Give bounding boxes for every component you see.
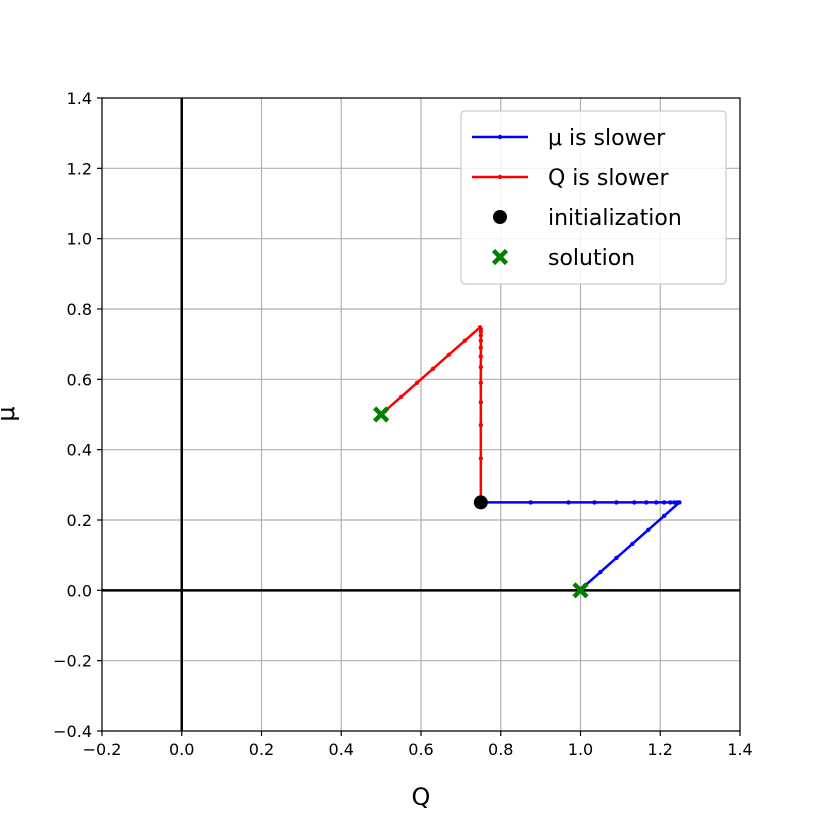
series-is-slower <box>478 500 682 593</box>
series-point <box>566 500 571 505</box>
series-point <box>662 513 667 518</box>
y-tick-label: 0.4 <box>67 441 92 460</box>
series-point <box>592 500 597 505</box>
series-point <box>528 500 533 505</box>
series-point <box>478 456 484 461</box>
series-point <box>414 380 420 386</box>
series-point <box>462 338 468 343</box>
x-tick-label: 1.0 <box>568 740 593 759</box>
marker-layer <box>373 406 589 599</box>
series-point <box>478 354 484 359</box>
legend-point-handle <box>497 174 503 180</box>
y-tick-label: 1.2 <box>67 159 92 178</box>
series-point <box>478 422 484 428</box>
x-tick-label: 1.2 <box>648 740 673 759</box>
y-tick-label: 0.8 <box>67 300 92 319</box>
x-tick-label: −0.2 <box>83 740 122 759</box>
series-point <box>614 500 619 505</box>
x-tick-label: 1.4 <box>727 740 752 759</box>
x-tick-label: 0.4 <box>329 740 354 759</box>
axis-ticks: −0.2 0.0 0.2 0.4 0.6 0.8 1.0 1.2 1.4−0.4−0.20.00… <box>53 89 753 759</box>
x-tick-label: 0.0 <box>169 740 194 759</box>
series-point <box>478 399 484 405</box>
series-point <box>478 345 484 350</box>
series-point <box>430 366 436 371</box>
legend-circle-handle <box>493 210 507 224</box>
series-point <box>644 500 649 505</box>
series-point <box>614 555 619 561</box>
series-point <box>632 500 637 505</box>
legend-label: Q is slower <box>548 166 669 191</box>
series-point <box>446 352 452 357</box>
x-tick-label: 0.6 <box>408 740 433 759</box>
series-point <box>478 333 484 338</box>
y-tick-label: 1.4 <box>67 89 92 108</box>
y-tick-label: −0.4 <box>53 722 92 741</box>
legend-label: solution <box>548 246 635 271</box>
series-point <box>478 364 484 370</box>
x-tick-label: 0.2 <box>249 740 274 759</box>
y-tick-label: 0.6 <box>67 370 92 389</box>
x-stroke <box>373 406 390 423</box>
solution-marker <box>572 582 589 599</box>
legend-point-handle <box>497 134 503 140</box>
legend-box <box>460 110 727 285</box>
series-point <box>478 380 484 386</box>
series-point <box>668 500 673 505</box>
series-point <box>630 541 635 547</box>
x-axis-title: Q <box>412 783 431 811</box>
zero-lines <box>102 98 740 731</box>
x-stroke <box>572 582 589 599</box>
series-point <box>672 500 677 505</box>
legend-label: μ is slower <box>548 126 666 151</box>
y-tick-label: 1.0 <box>67 230 92 249</box>
series-point <box>477 325 483 330</box>
initialization-marker <box>473 495 488 510</box>
x-tick-label: 0.8 <box>488 740 513 759</box>
x-stroke <box>491 248 509 266</box>
solution-marker <box>373 406 390 423</box>
series-point <box>662 500 667 505</box>
y-axis-title: μ <box>0 406 20 421</box>
y-tick-label: 0.0 <box>67 581 92 600</box>
y-tick-label: 0.2 <box>67 511 92 530</box>
series-point <box>478 338 484 343</box>
y-tick-label: −0.2 <box>53 652 92 671</box>
series-point <box>598 569 603 575</box>
series-point <box>646 527 651 533</box>
series-point <box>398 394 404 400</box>
legend-label: initialization <box>548 206 682 231</box>
series-point <box>654 500 659 505</box>
legend-x-handle <box>491 248 509 266</box>
legend: μ is slower Q is slower initialization solu… <box>460 110 727 285</box>
series-point <box>677 500 682 505</box>
